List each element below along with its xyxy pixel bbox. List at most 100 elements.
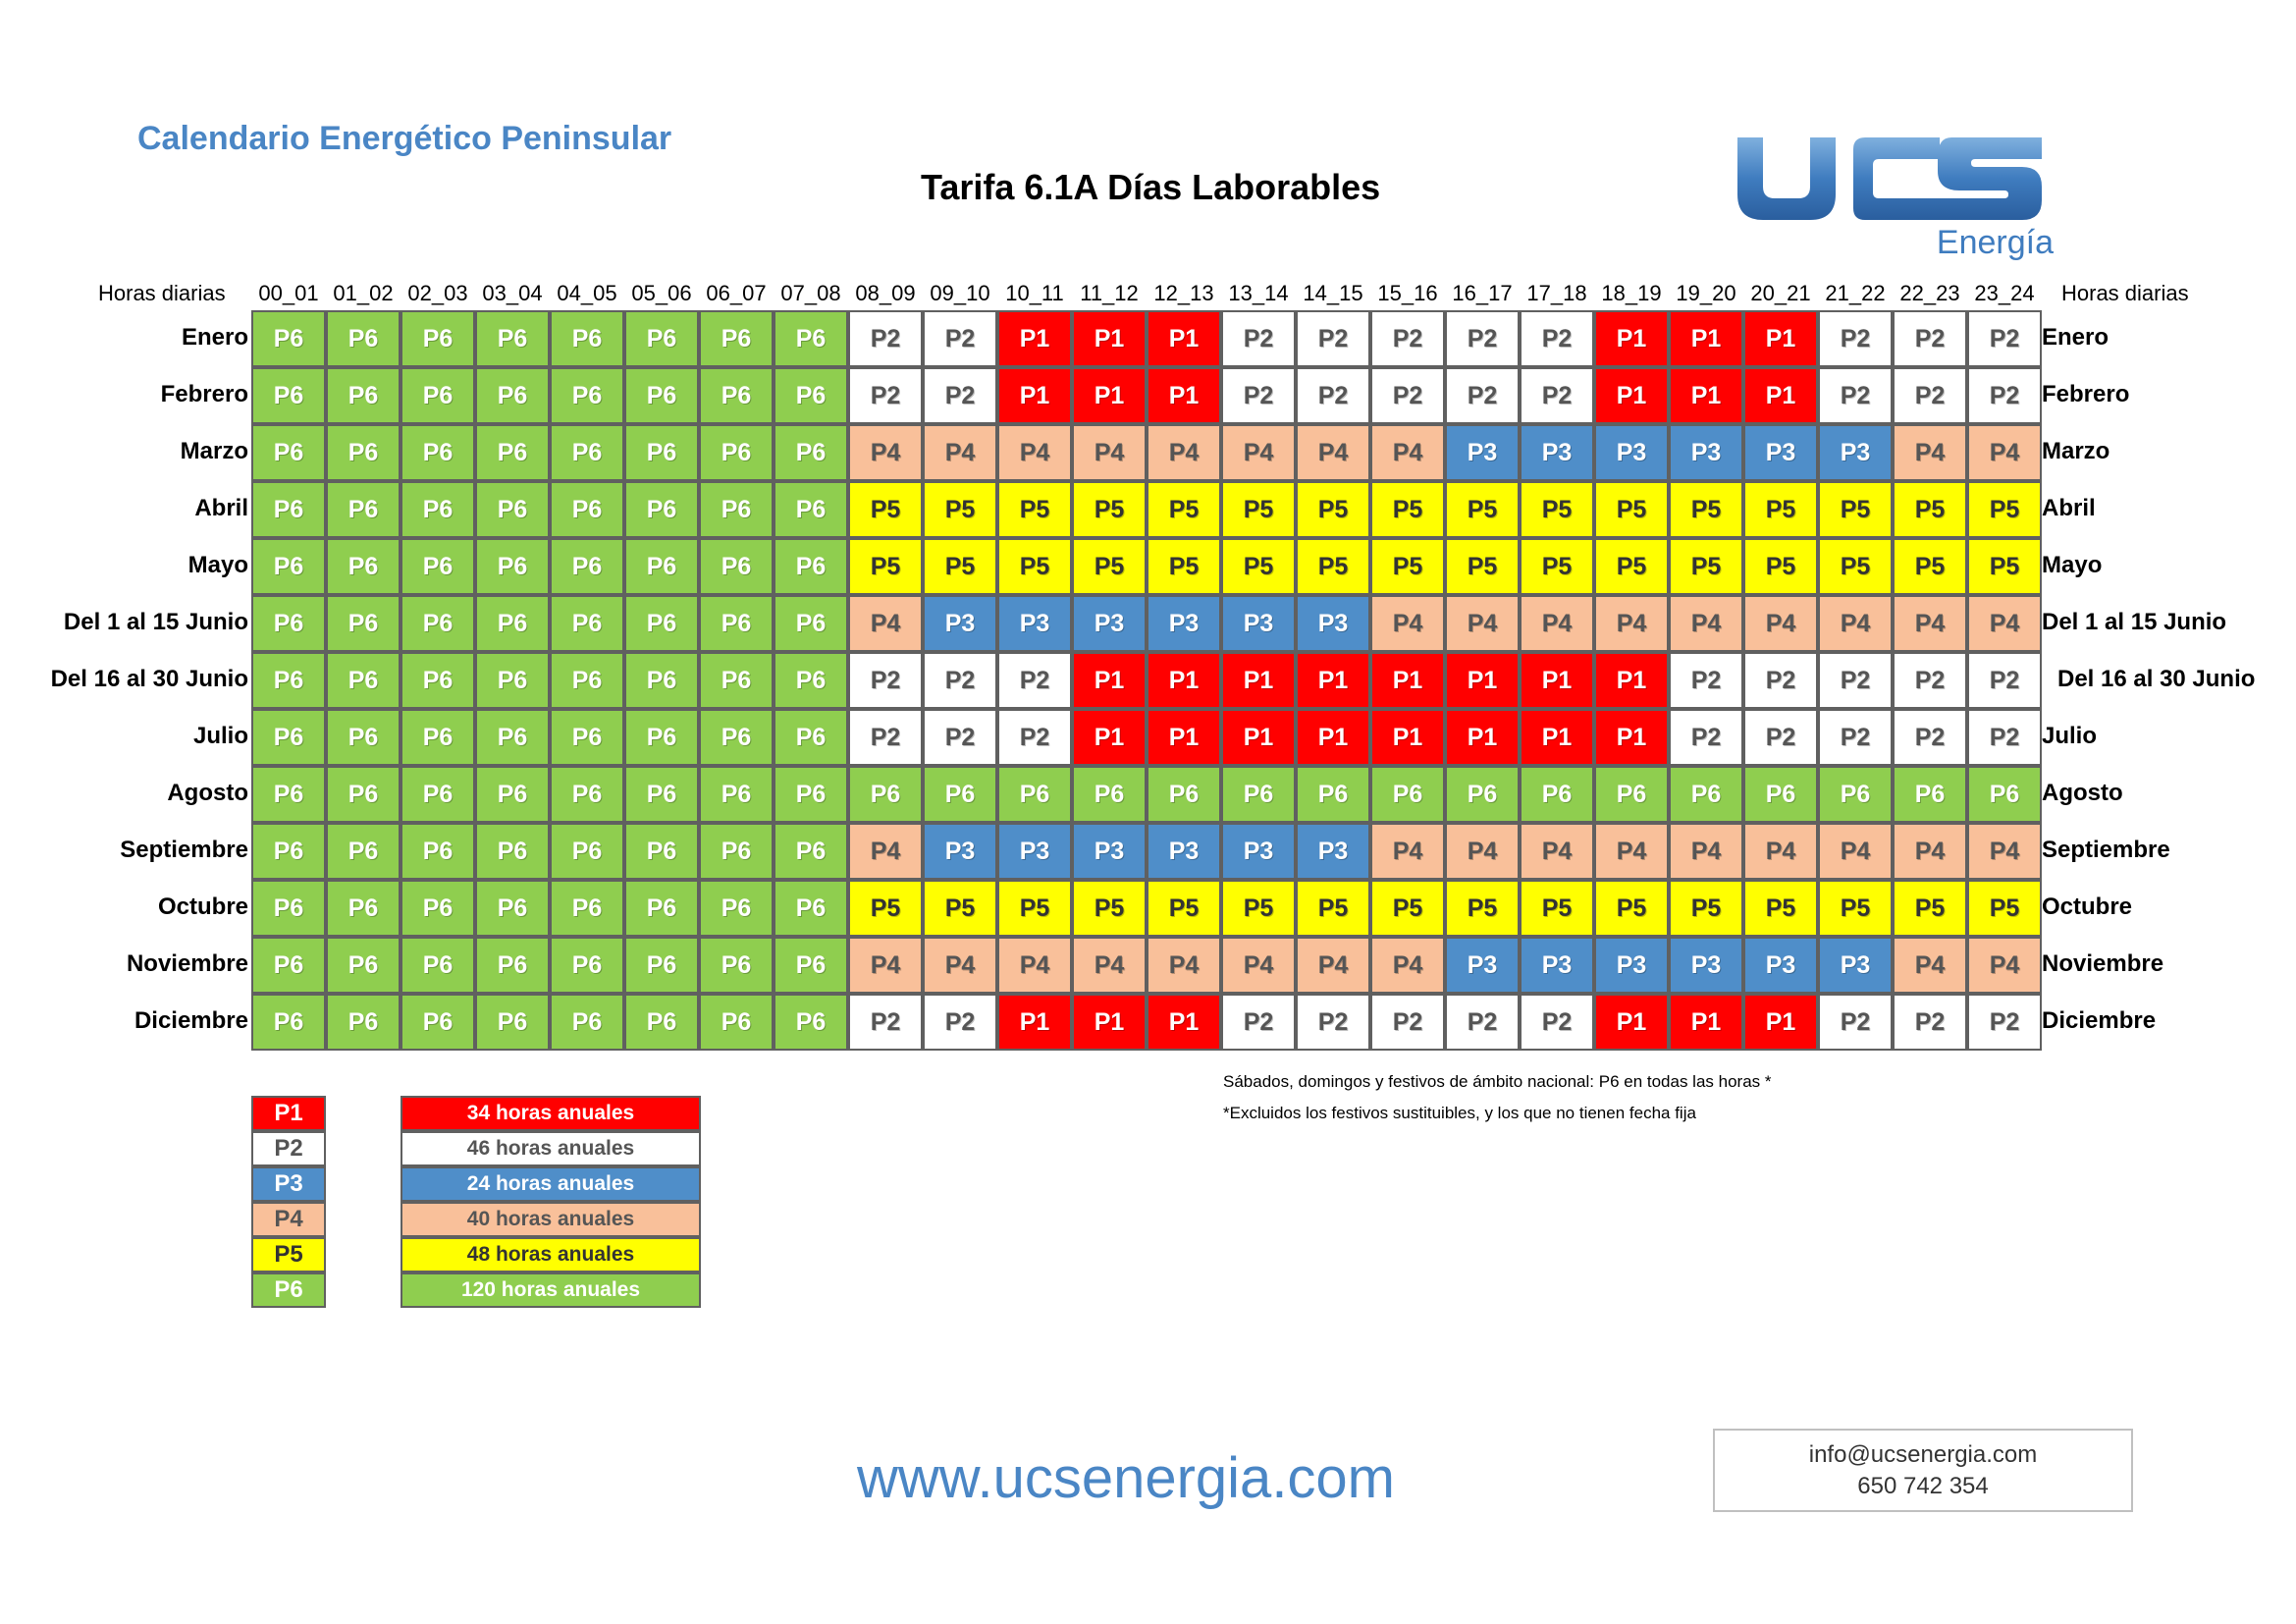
period-cell: P4 xyxy=(1594,823,1669,880)
period-cell: P5 xyxy=(1370,481,1445,538)
period-cell: P5 xyxy=(1147,538,1221,595)
period-cell: P6 xyxy=(774,310,848,367)
period-cell: P6 xyxy=(251,538,326,595)
period-cell: P6 xyxy=(550,880,624,937)
period-cell: P6 xyxy=(550,310,624,367)
period-cell: P4 xyxy=(848,937,923,994)
period-cell: P1 xyxy=(1221,652,1296,709)
period-cell: P6 xyxy=(326,709,400,766)
period-cell: P3 xyxy=(1594,424,1669,481)
legend-period-code: P6 xyxy=(251,1272,326,1308)
hour-header: 18_19 xyxy=(1601,281,1662,305)
period-cell: P6 xyxy=(475,652,550,709)
period-cell: P5 xyxy=(1743,538,1818,595)
period-cell: P4 xyxy=(848,595,923,652)
period-cell: P1 xyxy=(1221,709,1296,766)
period-cell: P3 xyxy=(1520,424,1594,481)
hour-header: 12_13 xyxy=(1153,281,1214,305)
hour-header: 16_17 xyxy=(1452,281,1513,305)
period-cell: P3 xyxy=(997,823,1072,880)
period-cell: P5 xyxy=(1370,880,1445,937)
period-cell: P6 xyxy=(475,766,550,823)
period-cell: P6 xyxy=(1072,766,1147,823)
period-cell: P6 xyxy=(774,538,848,595)
period-cell: P6 xyxy=(475,481,550,538)
period-cell: P5 xyxy=(1147,880,1221,937)
contact-box: info@ucsenergia.com 650 742 354 xyxy=(1713,1429,2133,1512)
period-cell: P6 xyxy=(699,880,774,937)
month-label-left: Septiembre xyxy=(120,837,248,863)
period-cell: P6 xyxy=(1147,766,1221,823)
period-cell: P6 xyxy=(699,823,774,880)
period-cell: P1 xyxy=(1743,367,1818,424)
period-cell: P1 xyxy=(1594,310,1669,367)
period-cell: P6 xyxy=(774,481,848,538)
period-cell: P5 xyxy=(1818,481,1893,538)
month-label-left: Octubre xyxy=(157,893,248,920)
period-cell: P1 xyxy=(1445,652,1520,709)
period-cell: P3 xyxy=(1221,595,1296,652)
period-cell: P6 xyxy=(774,823,848,880)
period-cell: P6 xyxy=(475,709,550,766)
period-cell: P4 xyxy=(1893,937,1967,994)
period-cell: P5 xyxy=(1743,481,1818,538)
hour-header: 09_10 xyxy=(930,281,990,305)
month-label-right: Septiembre xyxy=(2042,837,2170,863)
period-cell: P2 xyxy=(1296,310,1370,367)
period-cell: P5 xyxy=(1818,880,1893,937)
website-link[interactable]: www.ucsenergia.com xyxy=(857,1446,1395,1510)
period-cell: P6 xyxy=(326,367,400,424)
period-cell: P6 xyxy=(550,595,624,652)
period-cell: P6 xyxy=(624,937,699,994)
contact-email[interactable]: info@ucsenergia.com xyxy=(1808,1440,2038,1468)
period-cell: P1 xyxy=(1147,367,1221,424)
hour-header: 08_09 xyxy=(855,281,916,305)
period-cell: P5 xyxy=(1743,880,1818,937)
hour-header: 19_20 xyxy=(1676,281,1736,305)
period-cell: P4 xyxy=(1296,424,1370,481)
hour-header: 14_15 xyxy=(1303,281,1363,305)
period-cell: P2 xyxy=(1967,652,2042,709)
period-cell: P5 xyxy=(1669,880,1743,937)
period-cell: P3 xyxy=(1147,595,1221,652)
period-cell: P6 xyxy=(1818,766,1893,823)
hour-header: 05_06 xyxy=(631,281,692,305)
period-cell: P6 xyxy=(550,994,624,1051)
period-cell: P2 xyxy=(1967,310,2042,367)
note-excluded-holidays: *Excluidos los festivos sustituibles, y … xyxy=(1223,1104,1696,1122)
period-cell: P2 xyxy=(1893,652,1967,709)
period-cell: P1 xyxy=(1594,709,1669,766)
hours-label-right: Horas diarias xyxy=(2061,281,2189,305)
period-cell: P6 xyxy=(251,823,326,880)
period-cell: P2 xyxy=(1520,310,1594,367)
period-cell: P4 xyxy=(997,424,1072,481)
period-cell: P4 xyxy=(1370,595,1445,652)
period-cell: P6 xyxy=(624,880,699,937)
period-cell: P1 xyxy=(1072,652,1147,709)
period-cell: P5 xyxy=(1296,880,1370,937)
period-cell: P5 xyxy=(1967,481,2042,538)
period-cell: P6 xyxy=(699,652,774,709)
period-cell: P6 xyxy=(475,880,550,937)
period-cell: P5 xyxy=(1520,481,1594,538)
period-cell: P2 xyxy=(1818,310,1893,367)
period-cell: P6 xyxy=(1967,766,2042,823)
period-cell: P6 xyxy=(699,481,774,538)
month-label-left: Del 1 al 15 Junio xyxy=(63,609,248,635)
period-cell: P5 xyxy=(1893,481,1967,538)
month-label-left: Del 16 al 30 Junio xyxy=(50,666,248,692)
period-cell: P2 xyxy=(1445,367,1520,424)
month-label-left: Diciembre xyxy=(133,1007,248,1034)
period-cell: P6 xyxy=(774,424,848,481)
period-cell: P4 xyxy=(1967,823,2042,880)
hour-header: 22_23 xyxy=(1899,281,1960,305)
period-cell: P3 xyxy=(923,595,997,652)
month-label-left: Enero xyxy=(181,324,248,351)
period-cell: P4 xyxy=(1520,595,1594,652)
period-cell: P6 xyxy=(624,538,699,595)
period-cell: P6 xyxy=(699,766,774,823)
period-cell: P6 xyxy=(624,652,699,709)
period-cell: P6 xyxy=(1743,766,1818,823)
month-label-right: Febrero xyxy=(2042,381,2130,407)
period-cell: P3 xyxy=(1221,823,1296,880)
